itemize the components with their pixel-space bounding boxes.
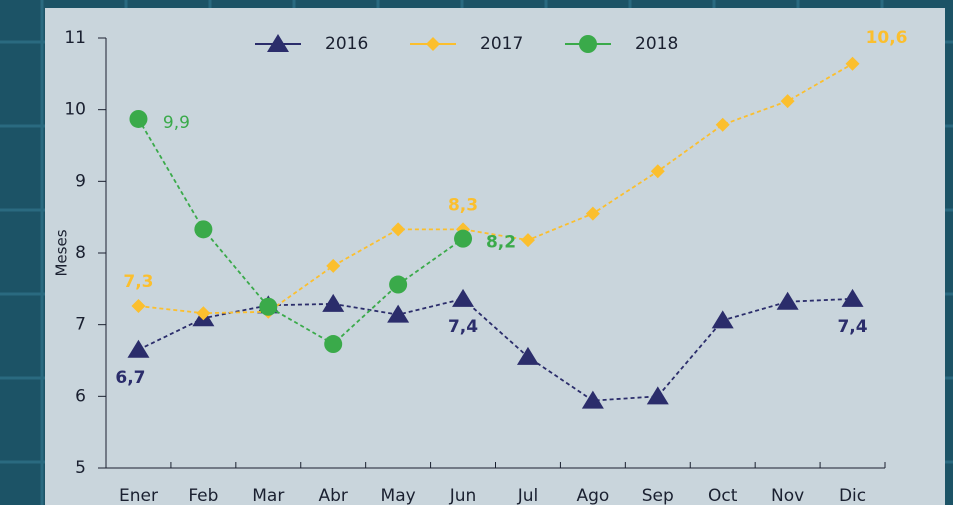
data-point	[780, 94, 795, 109]
data-point	[520, 233, 535, 248]
data-point	[391, 222, 406, 237]
y-tick-label: 6	[75, 386, 86, 406]
data-point	[194, 220, 213, 239]
legend-label: 2017	[480, 34, 523, 54]
data-point	[711, 310, 734, 329]
legend-marker	[579, 35, 597, 53]
y-tick-label: 7	[75, 315, 86, 335]
data-point	[845, 56, 860, 71]
value-label: 8,2	[486, 233, 516, 253]
data-point	[322, 293, 345, 312]
x-tick-label: Mar	[252, 486, 284, 505]
data-point	[326, 258, 341, 273]
x-tick-label: Jun	[449, 486, 477, 505]
value-label: 8,3	[448, 195, 478, 215]
data-point	[454, 229, 473, 248]
data-point	[715, 117, 730, 132]
value-label: 9,9	[163, 113, 190, 133]
y-tick-label: 5	[75, 458, 86, 478]
value-label: 6,7	[115, 368, 145, 388]
legend-marker	[267, 34, 289, 52]
data-point	[585, 206, 600, 221]
series-line	[138, 297, 853, 402]
data-point	[581, 390, 604, 409]
data-point	[129, 109, 148, 128]
legend-label: 2018	[635, 34, 678, 54]
legend-marker	[426, 37, 440, 51]
y-tick-label: 9	[75, 171, 86, 191]
value-label: 7,4	[448, 317, 478, 337]
data-point	[650, 164, 665, 179]
data-point	[452, 288, 475, 307]
x-tick-label: Jul	[517, 486, 539, 505]
panel	[45, 8, 945, 505]
legend-label: 2016	[325, 34, 368, 54]
x-tick-label: Ago	[576, 486, 609, 505]
data-point	[259, 297, 278, 316]
data-point	[516, 346, 539, 365]
data-point	[131, 299, 146, 314]
data-point	[387, 304, 410, 323]
x-tick-label: Oct	[708, 486, 738, 505]
x-tick-label: Dic	[839, 486, 866, 505]
x-tick-label: May	[381, 486, 416, 505]
value-label: 10,6	[866, 28, 908, 48]
y-tick-label: 10	[64, 100, 86, 120]
x-tick-label: Feb	[188, 486, 218, 505]
y-tick-label: 8	[75, 243, 86, 263]
data-point	[389, 275, 408, 294]
data-point	[776, 291, 799, 310]
y-tick-label: 11	[64, 28, 86, 48]
data-point	[127, 339, 150, 358]
series-line	[138, 63, 853, 315]
x-tick-label: Nov	[771, 486, 804, 505]
data-point	[646, 386, 669, 405]
series-line	[137, 118, 464, 346]
data-point	[196, 306, 211, 321]
value-label: 7,4	[837, 317, 867, 337]
data-point	[324, 335, 343, 354]
x-tick-label: Abr	[318, 486, 347, 505]
x-tick-label: Ener	[119, 486, 158, 505]
value-label: 7,3	[123, 272, 153, 292]
data-point	[841, 288, 864, 307]
x-tick-label: Sep	[642, 486, 674, 505]
y-axis-label: Meses	[53, 229, 71, 276]
